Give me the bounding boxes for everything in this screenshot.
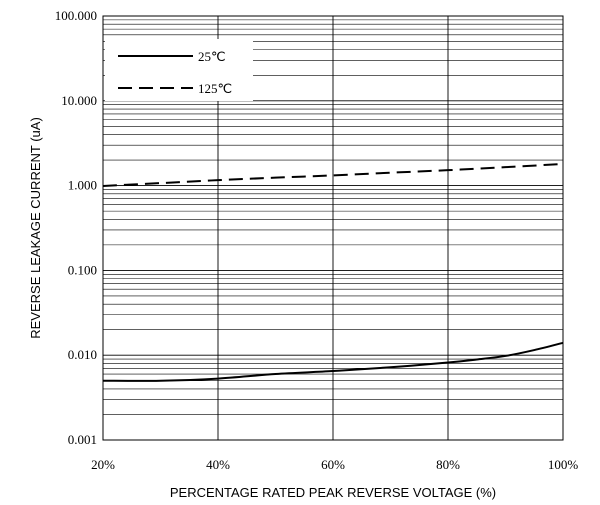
legend-box [105,39,253,101]
y-tick-labels: 0.001 0.010 0.100 1.000 10.000 100.000 [55,8,97,447]
series-layer [102,162,564,382]
x-tick-labels: 20% 40% 60% 80% 100% [91,457,578,472]
x-tick-label: 20% [91,457,115,472]
x-tick-label: 60% [321,457,345,472]
y-tick-label: 10.000 [61,93,97,108]
y-tick-label: 0.001 [68,432,97,447]
series-line [102,341,564,382]
grid [102,16,564,441]
x-tick-label: 80% [436,457,460,472]
y-tick-label: 0.100 [68,262,97,277]
y-tick-label: 100.000 [55,8,97,23]
x-tick-label: 100% [548,457,579,472]
x-axis-label: PERCENTAGE RATED PEAK REVERSE VOLTAGE (%… [170,485,496,500]
y-axis-label: REVERSE LEAKAGE CURRENT (uA) [28,117,43,339]
y-tick-label: 1.000 [68,178,97,193]
legend-label: 125℃ [198,81,232,96]
series-line [102,162,564,187]
plot-frame [102,15,564,441]
legend-label: 25℃ [198,49,226,64]
y-tick-label: 0.010 [68,347,97,362]
legend: 25℃ 125℃ [105,39,253,101]
x-tick-label: 40% [206,457,230,472]
